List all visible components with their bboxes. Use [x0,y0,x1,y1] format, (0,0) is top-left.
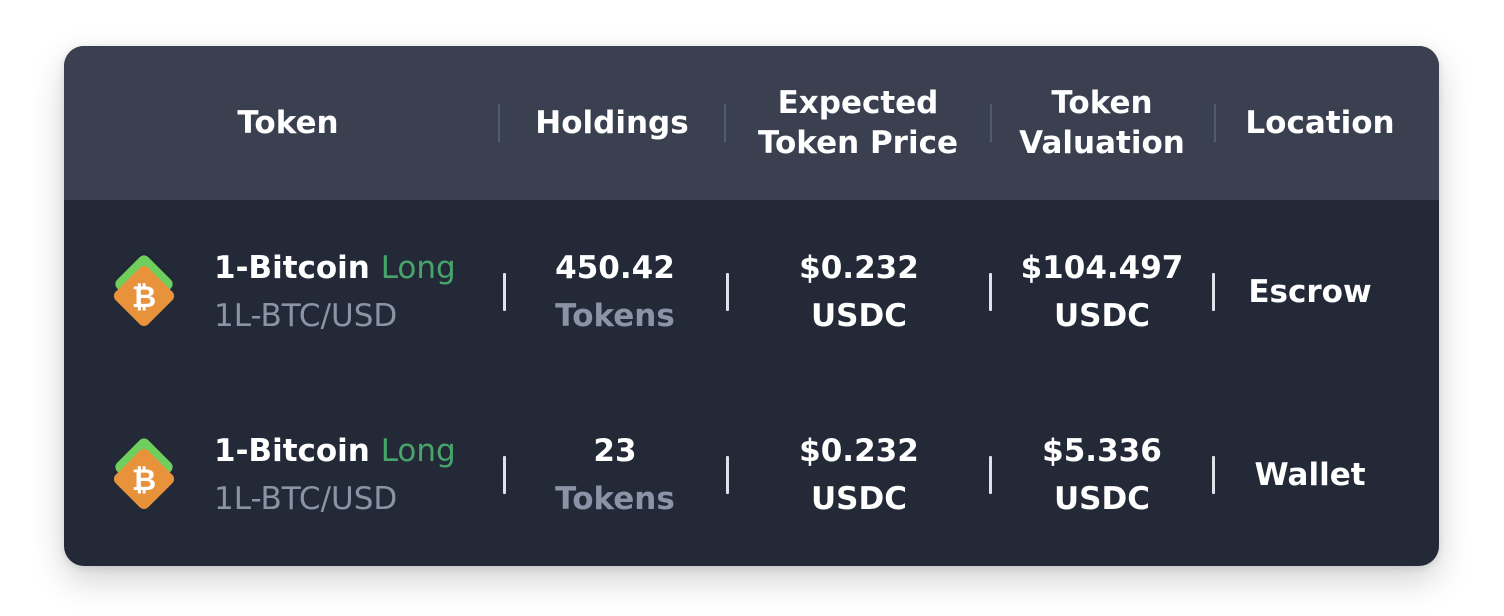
token-cell: ₿ 1-Bitcoin Long 1L-BTC/USD [104,227,504,357]
header-divider [498,104,500,142]
row-divider [726,456,729,494]
table-row[interactable]: ₿ 1-Bitcoin Long 1L-BTC/USD 23 Tokens $0… [64,410,1439,540]
bitcoin-icon: ₿ [113,438,175,510]
token-name: 1-Bitcoin Long [214,427,456,475]
valuation-value: $104.497 [1020,250,1184,286]
price-value: $0.232 [799,250,919,286]
valuation-cell: $104.497 USDC [992,227,1212,357]
row-divider [503,456,506,494]
holdings-value: 23 [593,433,637,469]
location-cell: Wallet [1215,410,1405,540]
location-value: Escrow [1248,274,1372,310]
header-location-label: Location [1245,105,1395,141]
holdings-cell: 450.42 Tokens [505,227,725,357]
holdings-unit: Tokens [555,298,675,334]
row-divider [989,273,992,311]
bitcoin-icon: ₿ [113,255,175,327]
holdings-unit: Tokens [555,481,675,517]
price-cell: $0.232 USDC [729,410,989,540]
price-unit: USDC [811,481,907,517]
table-header: Token Holdings Expected Token Price Toke… [64,46,1439,200]
header-location: Location [1216,46,1424,200]
direction-label: Long [380,433,456,469]
header-valuation-label-line1: Token [1051,85,1153,121]
header-holdings-label: Holdings [535,105,689,141]
header-divider [1214,104,1216,142]
token-symbol: 1L-BTC/USD [214,298,398,334]
holdings-value: 450.42 [555,250,675,286]
location-cell: Escrow [1215,227,1405,357]
header-holdings: Holdings [500,46,724,200]
header-divider [990,104,992,142]
row-divider [726,273,729,311]
valuation-cell: $5.336 USDC [992,410,1212,540]
table-row[interactable]: ₿ 1-Bitcoin Long 1L-BTC/USD 450.42 Token… [64,227,1439,357]
valuation-value: $5.336 [1042,433,1162,469]
token-name-text: 1-Bitcoin [214,433,370,469]
header-expected-label-line2: Token Price [757,125,959,161]
token-name-text: 1-Bitcoin [214,250,370,286]
price-cell: $0.232 USDC [729,227,989,357]
price-unit: USDC [811,298,907,334]
header-token: Token [174,46,402,200]
valuation-unit: USDC [1054,481,1150,517]
header-token-label: Token [237,105,339,141]
location-value: Wallet [1254,457,1366,493]
svg-text:₿: ₿ [132,280,156,315]
header-expected-label-line1: Expected [777,85,939,121]
header-valuation-label-line2: Valuation [1019,125,1185,161]
svg-text:₿: ₿ [132,463,156,498]
token-holdings-table: Token Holdings Expected Token Price Toke… [64,46,1439,566]
header-token-valuation: Token Valuation [992,46,1212,200]
header-divider [724,104,726,142]
token-symbol: 1L-BTC/USD [214,481,398,517]
price-value: $0.232 [799,433,919,469]
token-name: 1-Bitcoin Long [214,244,456,292]
token-cell: ₿ 1-Bitcoin Long 1L-BTC/USD [104,410,504,540]
header-expected-token-price: Expected Token Price [726,46,990,200]
row-divider [1212,273,1215,311]
row-divider [503,273,506,311]
row-divider [989,456,992,494]
holdings-cell: 23 Tokens [505,410,725,540]
valuation-unit: USDC [1054,298,1150,334]
direction-label: Long [380,250,456,286]
row-divider [1212,456,1215,494]
